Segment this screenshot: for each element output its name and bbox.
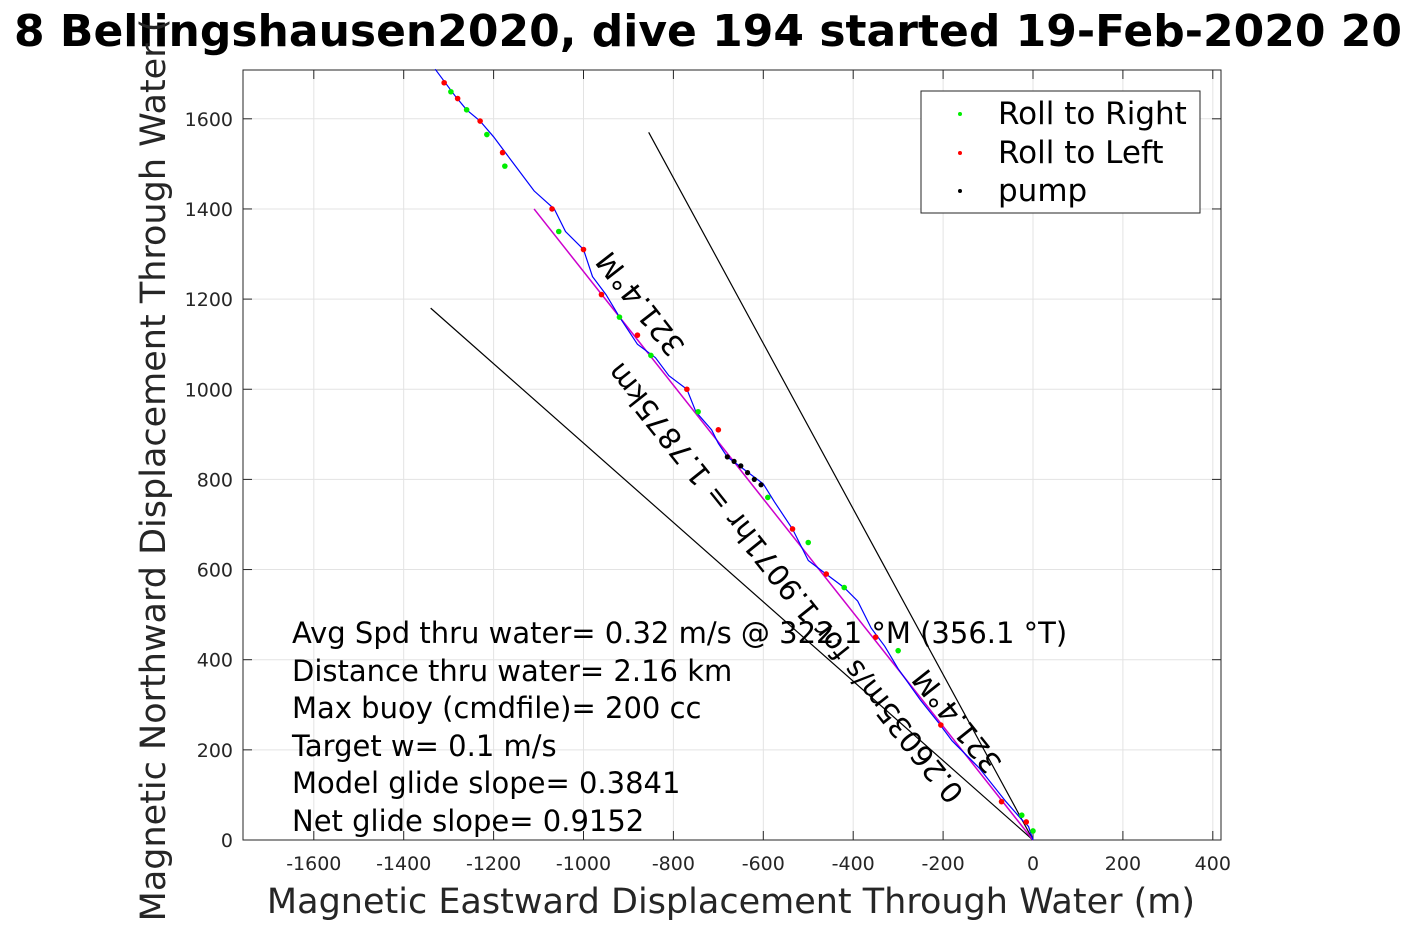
- pump-point: [744, 470, 751, 476]
- roll-right-point: [841, 584, 848, 591]
- y-tick-label: 1200: [185, 289, 233, 311]
- x-tick-label: 400: [1195, 853, 1231, 875]
- cone-line: [648, 132, 1034, 841]
- roll-left-point: [477, 118, 483, 124]
- annotation-max-buoy: Max buoy (cmdfile)= 200 cc: [292, 691, 701, 725]
- roll-right-point: [555, 228, 562, 235]
- plot-frame: [242, 69, 1222, 841]
- roll-right-point: [484, 131, 490, 138]
- y-tick-label: 0: [221, 830, 233, 852]
- y-tick-label: 1000: [185, 379, 233, 401]
- pump-point: [724, 454, 730, 460]
- cone-lines: [430, 132, 1034, 841]
- x-tick-label: -1600: [286, 853, 341, 875]
- roll-left-point: [998, 798, 1005, 805]
- roll-right-point: [448, 88, 454, 95]
- heading-label-upper: 321.4°M: [589, 245, 691, 363]
- roll-right-point: [1018, 812, 1025, 819]
- annotation-model-glide: Model glide slope= 0.3841: [292, 766, 680, 800]
- legend-marker-roll-right: [958, 112, 962, 116]
- pump-point: [731, 458, 737, 464]
- roll-left-point: [789, 526, 796, 532]
- roll-right-point: [1030, 828, 1036, 834]
- roll-markers: [441, 79, 1036, 834]
- legend-marker-roll-left: [958, 151, 962, 155]
- roll-right-point: [764, 494, 771, 501]
- legend-label-roll-left: Roll to Left: [998, 135, 1164, 171]
- annotation-block: Avg Spd thru water= 0.32 m/s @ 322.1 °M …: [291, 616, 1067, 838]
- annotation-net-glide: Net glide slope= 0.9152: [292, 804, 644, 838]
- track-line: [434, 68, 1034, 841]
- x-tick-label: -800: [652, 853, 695, 875]
- legend-label-pump: pump: [998, 173, 1087, 209]
- annotation-target-w: Target w= 0.1 m/s: [291, 729, 557, 763]
- y-tick-label: 200: [197, 740, 233, 762]
- roll-left-point: [872, 634, 879, 640]
- roll-left-point: [598, 291, 605, 298]
- dive-track: [434, 68, 1034, 841]
- legend-label-roll-right: Roll to Right: [998, 96, 1187, 132]
- roll-left-point: [1023, 819, 1030, 825]
- y-tick-label: 600: [197, 560, 233, 582]
- roll-left-point: [823, 571, 830, 577]
- x-axis-label: Magnetic Eastward Displacement Through W…: [267, 882, 1195, 922]
- speed-label-visible: 0.26035m/s for 1.9071hr = 1.7875km: [600, 356, 970, 809]
- legend-marker-pump: [958, 189, 962, 193]
- x-tick-label: 200: [1105, 853, 1141, 875]
- x-tick-label: 0: [1027, 853, 1039, 875]
- roll-left-point: [499, 149, 506, 156]
- roll-right-point: [648, 352, 654, 359]
- x-tick-label: -400: [832, 853, 875, 875]
- y-tick-label: 400: [197, 650, 233, 672]
- annotation-avg-speed: Avg Spd thru water= 0.32 m/s @ 322.1 °M …: [292, 616, 1067, 650]
- roll-left-point: [441, 79, 447, 86]
- roll-right-point: [502, 163, 508, 169]
- pump-point: [751, 476, 757, 482]
- x-tick-label: -600: [742, 853, 785, 875]
- roll-right-point: [463, 106, 470, 113]
- x-tick-label: -1400: [376, 853, 431, 875]
- legend: Roll to Right Roll to Left pump: [920, 90, 1201, 214]
- roll-left-point: [684, 386, 690, 393]
- roll-left-point: [580, 246, 587, 253]
- pump-point: [738, 463, 744, 469]
- x-tick-label: -200: [922, 853, 965, 875]
- roll-left-point: [634, 332, 641, 338]
- roll-right-point: [616, 314, 623, 320]
- roll-left-point: [938, 722, 944, 728]
- annotation-distance: Distance thru water= 2.16 km: [292, 654, 732, 688]
- roll-right-point: [695, 408, 701, 415]
- roll-left-point: [715, 427, 722, 433]
- cone-line: [430, 307, 1034, 841]
- chart-title: 8 Bellingshausen2020, dive 194 started 1…: [14, 6, 1402, 57]
- x-tick-label: -1200: [466, 853, 521, 875]
- pump-point: [758, 482, 764, 488]
- legend-box: [920, 90, 1201, 214]
- y-tick-label: 800: [197, 469, 233, 491]
- y-tick-label: 1400: [185, 199, 233, 221]
- roll-right-point: [805, 539, 812, 546]
- x-tick-label: -1000: [556, 853, 611, 875]
- y-axis-label: Magnetic Northward Displacement Through …: [134, 19, 174, 922]
- y-tick-label: 1600: [185, 109, 233, 131]
- axis-ticks: -1600 -1400 -1200 -1000 -800 -600 -400 -200 0 200…: [185, 70, 1231, 875]
- roll-right-point: [895, 647, 901, 654]
- roll-left-point: [549, 206, 555, 212]
- roll-left-point: [454, 95, 461, 102]
